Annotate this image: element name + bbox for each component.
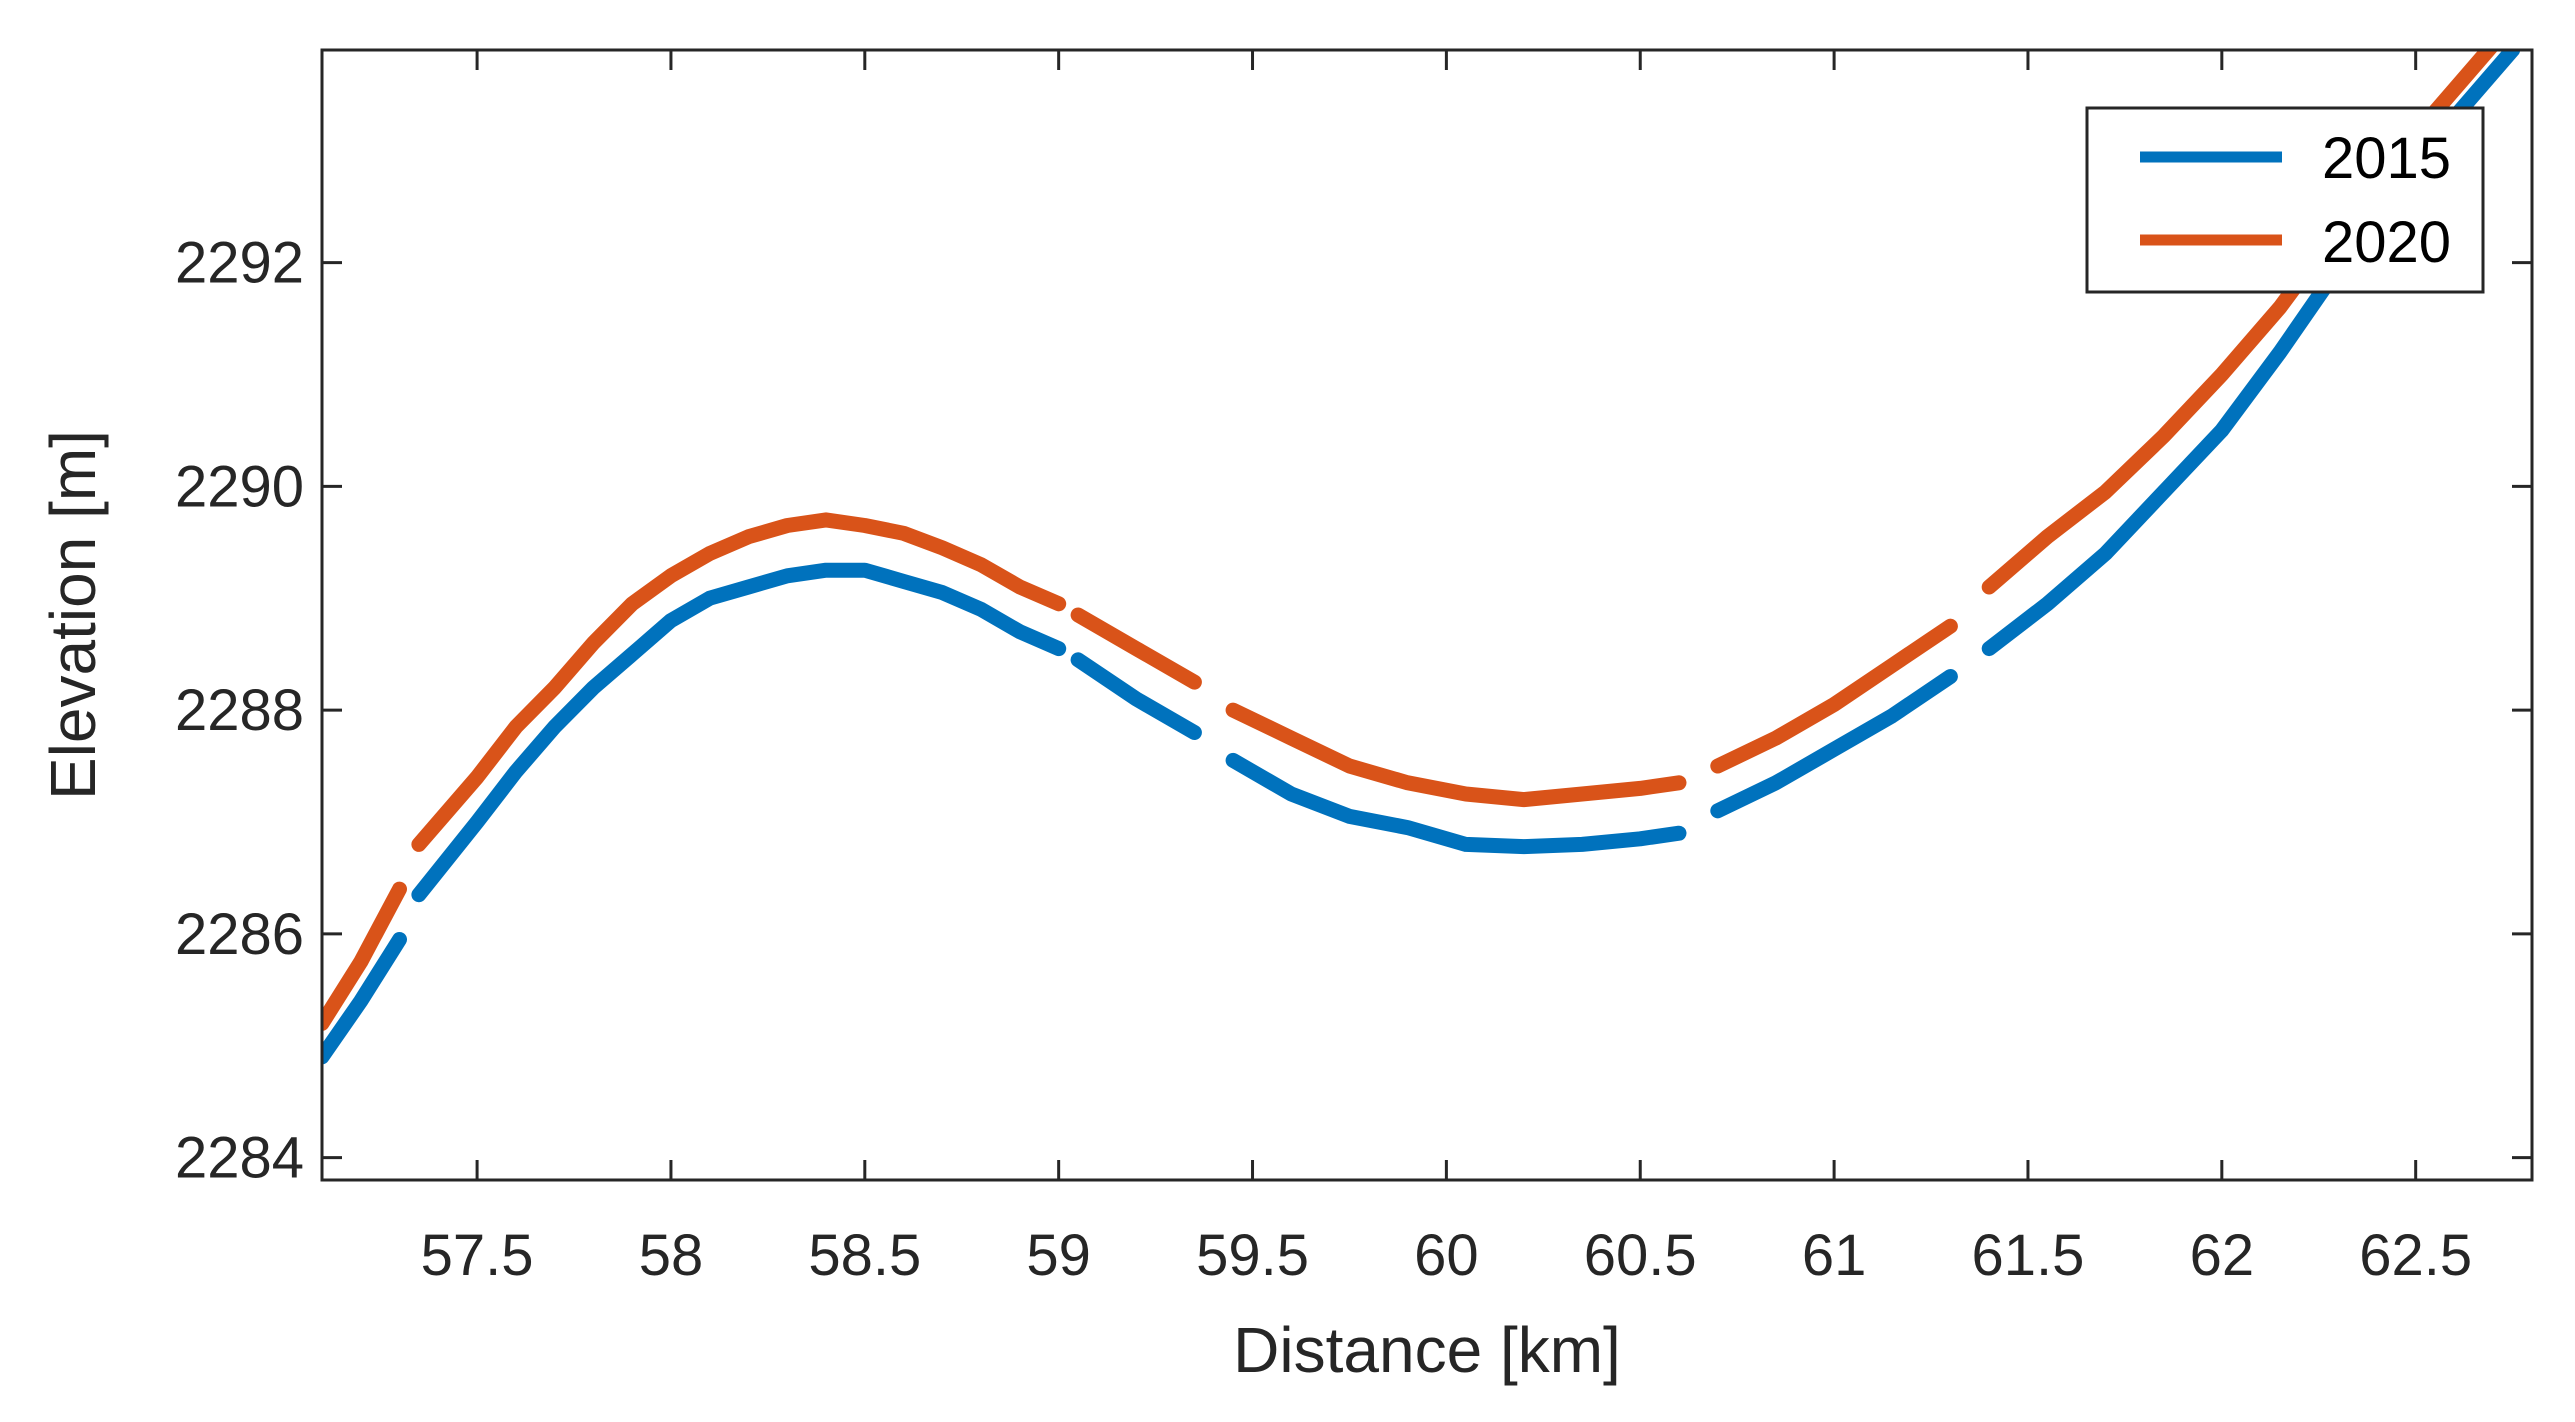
legend-box [2085,106,2485,294]
x-tick-label: 58 [639,1223,704,1288]
series-line-2015 [1070,652,1202,740]
series-line-2015 [411,562,1067,903]
series-line-2020 [322,881,407,1031]
plot-frame [320,48,2534,1182]
x-tick-label: 59.5 [1196,1223,1309,1288]
series-line-2020 [1225,702,1687,808]
y-axis-ticks: 2284 2286 2288 2290 2292 [175,231,2532,1191]
series-2020 [322,50,2499,1031]
series-line-2020 [1710,618,1958,774]
x-tick-label: 60 [1414,1223,1479,1288]
x-tick-label: 60.5 [1584,1223,1697,1288]
x-tick-label: 62.5 [2359,1223,2472,1288]
x-tick-label: 61 [1802,1223,1867,1288]
y-tick-label: 2284 [175,1126,304,1191]
y-axis-title: Elevation [m] [37,430,109,800]
x-tick-label: 58.5 [808,1223,921,1288]
y-tick-label: 2288 [175,678,304,743]
y-tick-label: 2292 [175,231,304,296]
x-tick-label: 62 [2190,1223,2255,1288]
y-tick-label: 2286 [175,902,304,967]
x-axis-title: Distance [km] [1233,1314,1621,1386]
x-tick-label: 61.5 [1972,1223,2085,1288]
x-tick-label: 59 [1026,1223,1091,1288]
x-axis-ticks: 57.5 58 58.5 59 59.5 60 60.5 61 61.5 62 62.5 [421,50,2472,1288]
legend-label-2020: 2020 [2322,210,2451,275]
legend: 2015 2020 [2085,106,2485,294]
legend-label-2015: 2015 [2322,126,2451,191]
y-tick-label: 2290 [175,454,304,519]
x-tick-label: 57.5 [421,1223,534,1288]
series-line-2015 [1710,669,1958,819]
series-line-2020 [411,512,1067,852]
series-line-2020 [1070,607,1202,690]
series-layer [322,50,2521,1065]
series-line-2015 [1225,752,1687,855]
series-line-2015 [322,932,407,1065]
